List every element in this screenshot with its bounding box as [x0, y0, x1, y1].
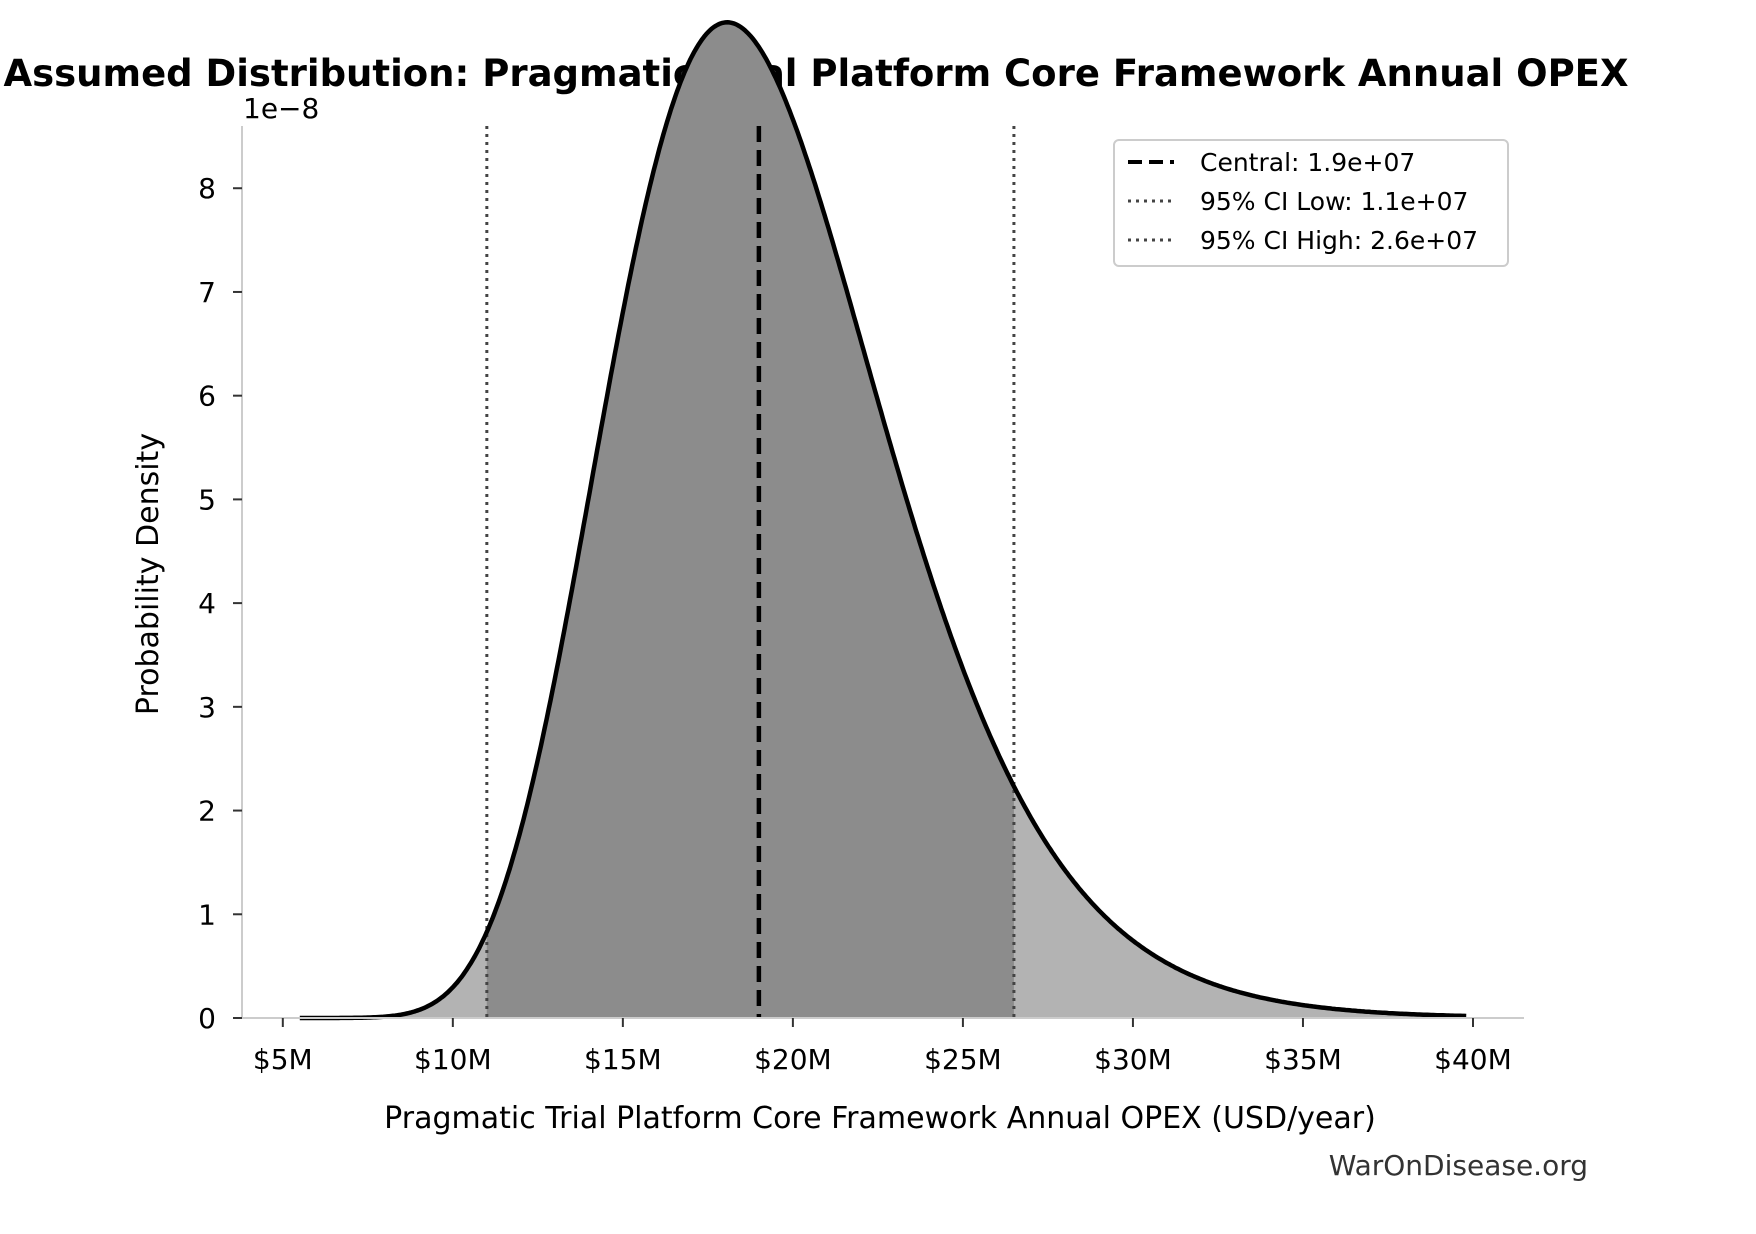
x-tick-label: $30M	[1094, 1043, 1172, 1076]
y-axis-ticks: 0 1 2 3 4 5 6 7 8	[198, 172, 242, 1035]
x-tick-label: $20M	[754, 1043, 832, 1076]
x-tick-label: $35M	[1264, 1043, 1342, 1076]
legend-label-ci-low: 95% CI Low: 1.1e+07	[1200, 187, 1468, 216]
y-tick-label: 6	[198, 380, 216, 413]
y-tick-label: 0	[198, 1002, 216, 1035]
y-tick-label: 7	[198, 276, 216, 309]
legend-label-ci-high: 95% CI High: 2.6e+07	[1200, 226, 1478, 255]
x-tick-label: $40M	[1434, 1043, 1512, 1076]
y-tick-label: 4	[198, 587, 216, 620]
x-tick-label: $15M	[584, 1043, 662, 1076]
y-scale-label: 1e−8	[243, 92, 319, 125]
y-tick-label: 3	[198, 691, 216, 724]
reference-lines	[485, 126, 1016, 1018]
x-tick-label: $10M	[414, 1043, 492, 1076]
y-tick-label: 8	[198, 172, 216, 205]
legend-label-central: Central: 1.9e+07	[1200, 148, 1415, 177]
x-tick-label: $5M	[253, 1043, 313, 1076]
chart-title: Assumed Distribution: Pragmatic Trial Pl…	[4, 52, 1629, 95]
legend-frame	[1113, 139, 1509, 267]
y-axis-label: Probability Density	[131, 433, 166, 715]
x-axis-label: Pragmatic Trial Platform Core Framework …	[384, 1101, 1376, 1136]
x-tick-label: $25M	[924, 1043, 1002, 1076]
y-tick-label: 5	[198, 483, 216, 516]
density-fill	[299, 22, 1467, 1019]
density-curve	[299, 20, 1467, 1021]
y-tick-label: 1	[198, 898, 216, 931]
x-axis-ticks: $5M $10M $15M $20M $25M $30M $35M $40M	[253, 1018, 1512, 1076]
watermark: WarOnDisease.org	[1329, 1149, 1588, 1182]
y-tick-label: 2	[198, 795, 216, 828]
ci-area	[486, 22, 1014, 1019]
legend: Central: 1.9e+07 95% CI Low: 1.1e+07 95%…	[1113, 139, 1509, 267]
axes	[241, 126, 1524, 1019]
